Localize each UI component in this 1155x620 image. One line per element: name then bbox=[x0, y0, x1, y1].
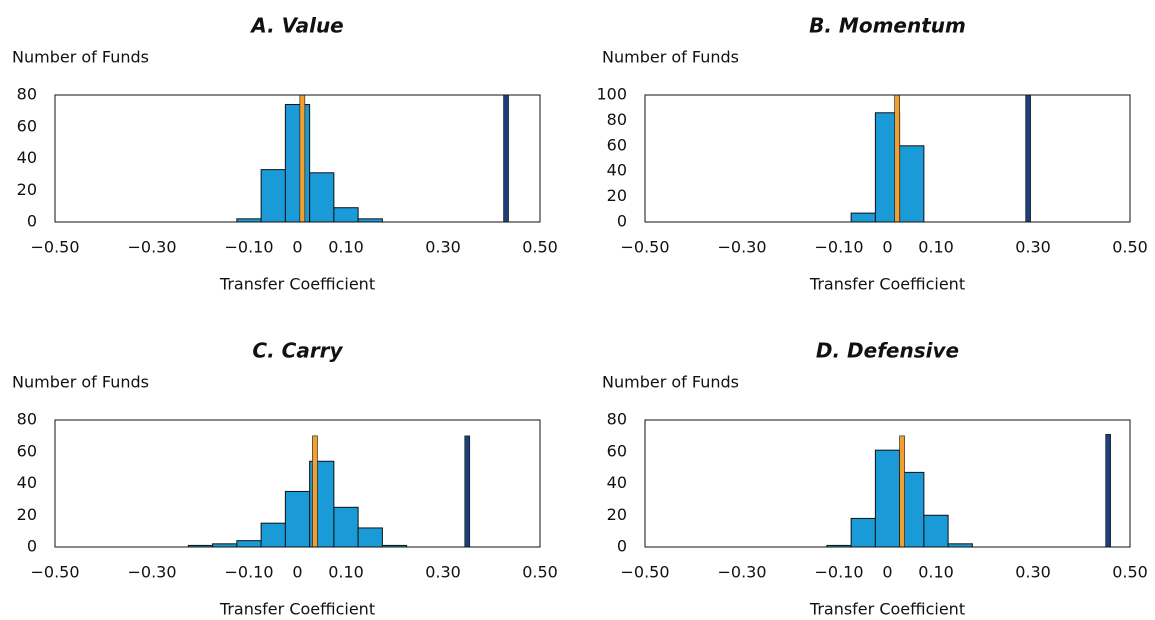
x-axis-label: Transfer Coefficient bbox=[809, 600, 965, 619]
y-tick-label: 20 bbox=[607, 505, 627, 524]
x-tick-label: 0.10 bbox=[918, 238, 954, 257]
plot-frame bbox=[54, 419, 541, 548]
x-tick-label: −0.50 bbox=[30, 238, 79, 257]
y-axis-label: Number of Funds bbox=[12, 48, 149, 67]
reference-line bbox=[1025, 94, 1031, 223]
x-tick-label: −0.30 bbox=[717, 563, 766, 582]
histogram-bar bbox=[284, 104, 311, 223]
histogram-bar bbox=[333, 207, 359, 223]
x-tick-label: 0.10 bbox=[918, 563, 954, 582]
y-tick-label: 80 bbox=[607, 110, 627, 129]
x-tick-label: 0.50 bbox=[522, 563, 558, 582]
y-tick-label: 60 bbox=[17, 116, 37, 135]
plot-frame bbox=[644, 419, 1131, 548]
y-axis-label: Number of Funds bbox=[602, 373, 739, 392]
reference-line bbox=[894, 94, 901, 223]
panel-title: B. Momentum bbox=[809, 14, 966, 38]
x-tick-label: −0.50 bbox=[620, 563, 669, 582]
histogram-bar bbox=[260, 169, 286, 223]
histogram-bar bbox=[333, 506, 359, 548]
x-tick-label: 0.10 bbox=[328, 238, 364, 257]
x-tick-label: −0.10 bbox=[814, 563, 863, 582]
histogram-bar bbox=[899, 145, 925, 223]
x-tick-label: −0.10 bbox=[224, 238, 273, 257]
histogram-bar bbox=[309, 172, 335, 223]
y-tick-label: 20 bbox=[17, 180, 37, 199]
panel-title: A. Value bbox=[249, 14, 344, 38]
y-tick-label: 60 bbox=[607, 135, 627, 154]
reference-line bbox=[503, 94, 509, 223]
reference-line bbox=[312, 435, 318, 548]
x-tick-label: 0.10 bbox=[328, 563, 364, 582]
plot-frame bbox=[644, 94, 1131, 223]
x-tick-label: −0.50 bbox=[620, 238, 669, 257]
reference-line bbox=[464, 435, 471, 548]
x-tick-label: 0.30 bbox=[1015, 238, 1051, 257]
x-tick-label: 0 bbox=[292, 563, 302, 582]
x-tick-label: 0 bbox=[882, 563, 892, 582]
y-tick-label: 40 bbox=[607, 161, 627, 180]
x-tick-label: 0.30 bbox=[425, 563, 461, 582]
histogram-bar bbox=[850, 212, 876, 223]
x-tick-label: 0.30 bbox=[425, 238, 461, 257]
x-tick-label: 0 bbox=[292, 238, 302, 257]
x-tick-label: 0.50 bbox=[1112, 563, 1148, 582]
reference-line bbox=[1105, 433, 1111, 548]
y-tick-label: 0 bbox=[617, 212, 627, 231]
y-axis-label: Number of Funds bbox=[602, 48, 739, 67]
y-tick-label: 80 bbox=[607, 410, 627, 429]
histogram-bar bbox=[874, 449, 901, 548]
x-tick-label: −0.50 bbox=[30, 563, 79, 582]
y-tick-label: 100 bbox=[596, 85, 627, 104]
x-tick-label: −0.30 bbox=[127, 238, 176, 257]
x-axis-label: Transfer Coefficient bbox=[219, 275, 375, 294]
x-tick-label: 0 bbox=[882, 238, 892, 257]
y-tick-label: 0 bbox=[27, 537, 37, 556]
histogram-bar bbox=[260, 522, 286, 548]
y-tick-label: 20 bbox=[607, 186, 627, 205]
panel-title: D. Defensive bbox=[816, 339, 959, 363]
x-tick-label: −0.10 bbox=[224, 563, 273, 582]
x-axis-label: Transfer Coefficient bbox=[219, 600, 375, 619]
x-tick-label: 0.50 bbox=[1112, 238, 1148, 257]
y-axis-label: Number of Funds bbox=[12, 373, 149, 392]
y-tick-label: 40 bbox=[17, 473, 37, 492]
y-tick-label: 80 bbox=[17, 85, 37, 104]
y-tick-label: 40 bbox=[607, 473, 627, 492]
x-axis-label: Transfer Coefficient bbox=[809, 275, 965, 294]
histogram-bar bbox=[284, 490, 311, 548]
histogram-bar bbox=[236, 540, 262, 548]
y-tick-label: 60 bbox=[17, 441, 37, 460]
histogram-bar bbox=[850, 517, 876, 548]
x-tick-label: −0.30 bbox=[717, 238, 766, 257]
y-tick-label: 60 bbox=[607, 441, 627, 460]
reference-line bbox=[899, 435, 905, 548]
reference-line bbox=[299, 94, 306, 223]
y-tick-label: 0 bbox=[27, 212, 37, 231]
x-tick-label: −0.30 bbox=[127, 563, 176, 582]
plot-frame bbox=[54, 94, 541, 223]
y-tick-label: 80 bbox=[17, 410, 37, 429]
x-tick-label: 0.30 bbox=[1015, 563, 1051, 582]
y-tick-label: 40 bbox=[17, 148, 37, 167]
x-tick-label: −0.10 bbox=[814, 238, 863, 257]
histogram-bar bbox=[923, 514, 949, 548]
panel-title: C. Carry bbox=[252, 339, 343, 363]
y-tick-label: 0 bbox=[617, 537, 627, 556]
y-tick-label: 20 bbox=[17, 505, 37, 524]
x-tick-label: 0.50 bbox=[522, 238, 558, 257]
histogram-bar bbox=[357, 527, 383, 548]
